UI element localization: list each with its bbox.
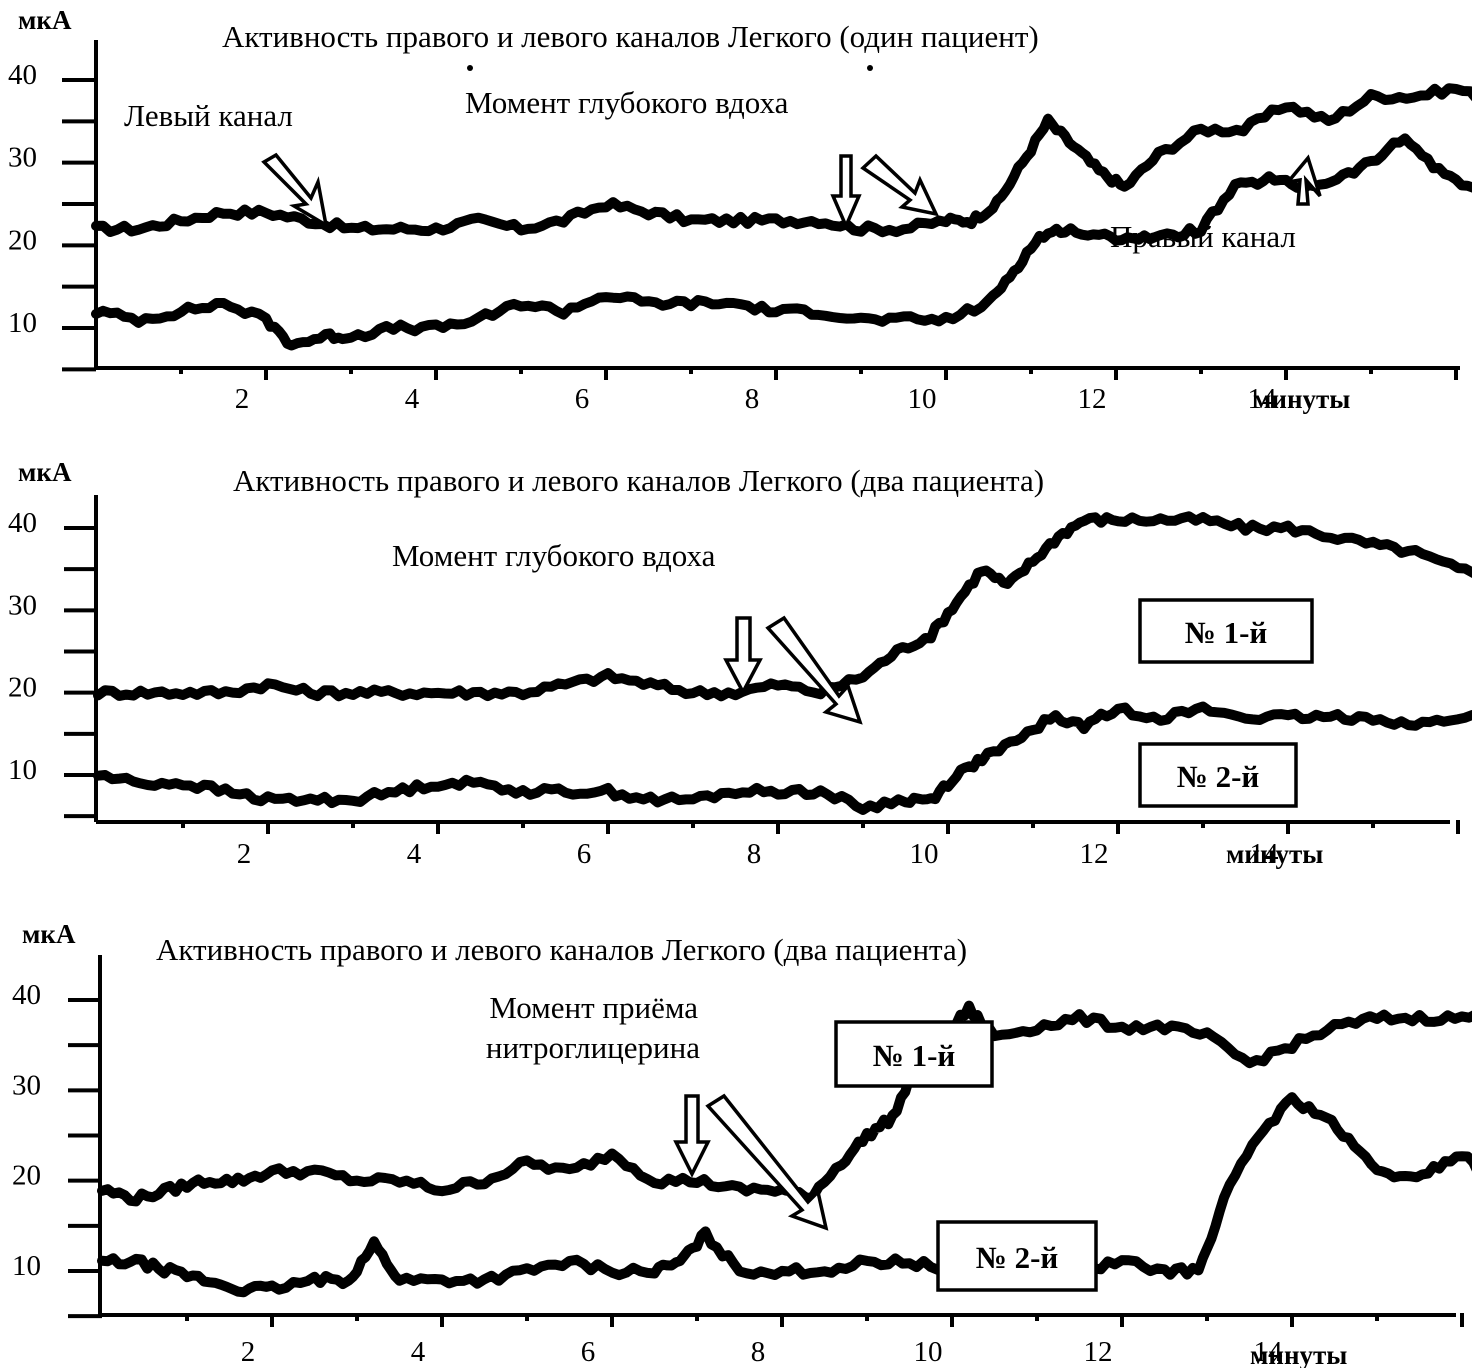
chart-panel-3: мкА Активность правого и левого каналов … xyxy=(12,919,1472,1368)
deep-breath-arrow-diagonal xyxy=(860,153,940,217)
left-channel-arrow xyxy=(261,152,329,229)
x-tick-label: 4 xyxy=(407,838,422,870)
y-tick-label: 30 xyxy=(12,1069,41,1101)
patient-1-box xyxy=(1138,598,1314,664)
patient-1-label: № 1-й xyxy=(873,1038,956,1073)
chart-title: Активность правого и левого каналов Легк… xyxy=(156,932,967,967)
x-tick-label: 4 xyxy=(405,383,420,415)
patient-2-box xyxy=(936,1220,1098,1292)
y-tick-label: 40 xyxy=(12,979,41,1011)
y-tick-label: 20 xyxy=(12,1160,41,1192)
patient-1-label: № 1-й xyxy=(1185,615,1268,650)
chart-title: Активность правого и левого каналов Легк… xyxy=(233,463,1044,498)
nitroglycerin-arrow-down xyxy=(673,1094,711,1178)
x-unit-label: минуты xyxy=(1253,384,1350,414)
x-tick-label: 2 xyxy=(241,1336,256,1368)
y-tick-label: 20 xyxy=(8,224,37,256)
left-channel-label: Левый канал xyxy=(124,98,293,133)
series-line-2 xyxy=(93,701,1472,815)
axis-ticks: 40 30 20 10 2 4 6 8 10 12 14 xyxy=(12,979,1464,1368)
nitroglycerin-label-line1: Момент приёма xyxy=(489,990,698,1025)
axis-ticks: 40 30 20 10 2 4 6 8 10 12 14 xyxy=(8,507,1460,870)
x-tick-label: 14 xyxy=(1250,838,1280,870)
series-line-1 xyxy=(93,511,1472,702)
y-unit-label: мкА xyxy=(18,5,72,35)
x-unit-label: минуты xyxy=(1226,839,1323,869)
x-tick-label: 8 xyxy=(747,838,762,870)
x-tick-label: 12 xyxy=(1078,383,1107,415)
patient-2-label: № 2-й xyxy=(976,1240,1059,1275)
series-line-2 xyxy=(97,1092,1472,1298)
data-series-group xyxy=(97,1000,1472,1298)
deep-breath-arrow-down xyxy=(723,616,763,696)
y-tick-label: 30 xyxy=(8,142,37,174)
x-tick-label: 12 xyxy=(1084,1336,1113,1368)
nitroglycerin-arrow-diagonal xyxy=(705,1093,829,1231)
x-tick-label: 4 xyxy=(411,1336,426,1368)
series-line-1 xyxy=(91,83,1472,238)
y-tick-label: 10 xyxy=(8,307,37,339)
right-channel-arrow xyxy=(1283,154,1322,206)
series-line-2 xyxy=(91,133,1472,351)
axis-ticks: 40 30 20 10 2 4 6 8 10 12 14 xyxy=(8,59,1458,415)
y-unit-label: мкА xyxy=(22,919,76,949)
x-tick-label: 8 xyxy=(751,1336,766,1368)
x-tick-label: 2 xyxy=(237,838,252,870)
data-series-group xyxy=(91,83,1472,351)
y-tick-label: 10 xyxy=(8,754,37,786)
chart-title: Активность правого и левого каналов Легк… xyxy=(222,19,1039,54)
patient-2-box xyxy=(1138,742,1298,808)
patient-2-label: № 2-й xyxy=(1177,759,1260,794)
x-tick-label: 6 xyxy=(575,383,590,415)
marker-dot xyxy=(867,65,873,71)
deep-breath-label: Момент глубокого вдоха xyxy=(392,538,716,573)
deep-breath-label: Момент глубокого вдоха xyxy=(465,85,789,120)
x-tick-label: 14 xyxy=(1248,383,1278,415)
y-tick-label: 40 xyxy=(8,507,37,539)
series-line-1 xyxy=(97,1000,1472,1207)
right-channel-label: Правый канал xyxy=(1110,219,1296,254)
chart-panel-2: мкА Активность правого и левого каналов … xyxy=(8,457,1472,870)
y-tick-label: 10 xyxy=(12,1250,41,1282)
patient-1-box xyxy=(834,1020,994,1088)
y-tick-label: 40 xyxy=(8,59,37,91)
marker-dot xyxy=(467,65,473,71)
y-tick-label: 30 xyxy=(8,589,37,621)
x-unit-label: минуты xyxy=(1250,1340,1347,1368)
data-series-group xyxy=(93,511,1472,815)
chart-panel-1: мкА Активность правого и левого каналов … xyxy=(8,5,1472,415)
x-tick-label: 8 xyxy=(745,383,760,415)
x-tick-label: 12 xyxy=(1080,838,1109,870)
x-tick-label: 14 xyxy=(1254,1336,1284,1368)
y-unit-label: мкА xyxy=(18,457,72,487)
deep-breath-arrow-diagonal xyxy=(765,615,863,725)
y-tick-label: 20 xyxy=(8,672,37,704)
x-tick-label: 10 xyxy=(910,838,939,870)
nitroglycerin-label-line2: нитроглицерина xyxy=(486,1030,700,1065)
deep-breath-arrow-down xyxy=(830,154,862,231)
x-tick-label: 2 xyxy=(235,383,250,415)
x-tick-label: 10 xyxy=(908,383,937,415)
x-tick-label: 6 xyxy=(581,1336,596,1368)
x-tick-label: 6 xyxy=(577,838,592,870)
x-tick-label: 10 xyxy=(914,1336,943,1368)
